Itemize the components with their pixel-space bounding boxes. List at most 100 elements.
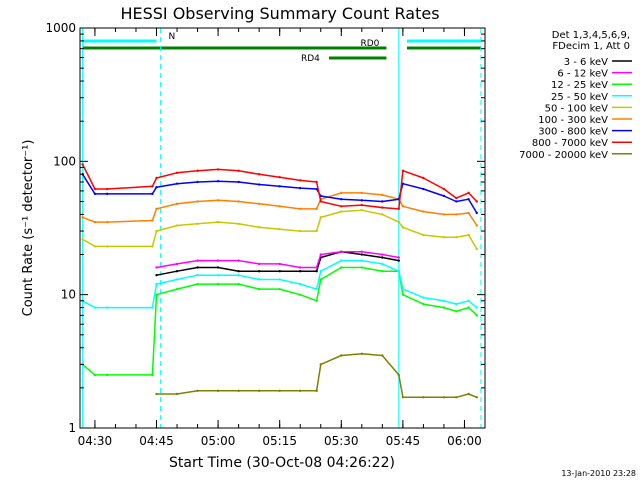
data-point	[340, 259, 343, 262]
data-point	[81, 238, 84, 241]
data-point	[257, 173, 261, 176]
legend-label: 50 - 100 keV	[545, 103, 609, 114]
legend-label: 300 - 800 keV	[538, 127, 608, 138]
y-tick-label: 100	[53, 154, 76, 168]
data-point	[455, 196, 458, 200]
legend-header: FDecim 1, Att 0	[552, 41, 630, 52]
data-point	[455, 235, 458, 239]
data-point	[93, 192, 97, 196]
data-point	[278, 227, 281, 231]
data-point	[151, 373, 154, 377]
data-point	[422, 233, 425, 237]
legend-label: 7000 - 20000 keV	[519, 150, 608, 161]
data-point	[340, 354, 343, 357]
data-point	[381, 253, 384, 256]
legend-label: 800 - 7000 keV	[532, 138, 608, 149]
data-point	[216, 168, 220, 171]
data-point	[442, 213, 446, 216]
y-tick-label: 1	[68, 421, 76, 435]
data-point	[299, 293, 302, 296]
data-point	[475, 200, 478, 203]
data-point	[422, 296, 425, 299]
data-point	[278, 269, 281, 273]
data-point	[216, 259, 220, 262]
data-point	[397, 256, 400, 259]
data-point	[475, 224, 478, 227]
data-point	[455, 310, 458, 313]
data-point	[360, 203, 364, 207]
legend-label: 6 - 12 keV	[557, 69, 608, 80]
data-point	[475, 306, 478, 309]
data-point	[401, 169, 405, 172]
data-point	[237, 389, 240, 393]
data-point	[196, 282, 199, 286]
data-point	[397, 373, 400, 377]
data-point	[442, 187, 446, 191]
data-point	[360, 199, 364, 202]
legend-label: 3 - 6 keV	[564, 57, 608, 68]
series-line	[156, 250, 399, 276]
data-point	[237, 282, 240, 286]
data-point	[315, 287, 318, 291]
data-point	[360, 250, 364, 253]
legend-label: 25 - 50 keV	[551, 92, 608, 103]
data-point	[381, 354, 384, 357]
data-point	[196, 266, 199, 269]
data-point	[278, 287, 281, 291]
legend-label: 12 - 25 keV	[551, 80, 608, 91]
data-point	[299, 179, 302, 182]
chart-title: HESSI Observing Summary Count Rates	[120, 4, 439, 23]
data-point	[175, 278, 179, 281]
state-change-lines	[82, 28, 482, 428]
data-point	[106, 220, 109, 224]
data-point	[299, 266, 302, 269]
data-point	[278, 185, 281, 188]
data-point	[237, 259, 240, 262]
series-line	[82, 259, 478, 309]
series-line	[82, 192, 478, 226]
data-point	[278, 278, 281, 281]
data-point	[237, 269, 240, 273]
data-point	[299, 186, 302, 190]
data-point	[455, 302, 458, 306]
data-point	[467, 191, 470, 195]
data-point	[93, 245, 97, 248]
data-point	[422, 396, 425, 399]
state-bar-label: N	[169, 32, 176, 42]
x-tick-label: 05:00	[201, 434, 236, 448]
data-point	[422, 176, 425, 180]
data-point	[319, 269, 322, 273]
data-point	[155, 229, 158, 233]
data-point	[360, 191, 364, 195]
data-point	[299, 282, 302, 286]
data-point	[319, 216, 322, 219]
data-point	[155, 293, 158, 296]
data-point	[422, 210, 425, 213]
data-point	[340, 210, 343, 213]
data-point	[175, 392, 179, 396]
data-point	[340, 197, 343, 201]
series-line	[156, 250, 399, 269]
data-point	[106, 187, 109, 191]
data-point	[319, 363, 322, 366]
x-tick-label: 06:00	[447, 434, 482, 448]
data-point	[422, 302, 425, 306]
data-point	[442, 235, 446, 239]
data-point	[106, 192, 109, 196]
data-point	[455, 213, 458, 216]
data-point	[257, 226, 261, 229]
data-point	[315, 229, 318, 233]
data-point	[155, 392, 158, 396]
data-point	[151, 185, 154, 188]
data-point	[257, 278, 261, 281]
data-point	[315, 266, 318, 269]
data-point	[381, 256, 384, 259]
data-point	[442, 306, 446, 309]
data-point	[299, 269, 302, 273]
state-bars: N RD0 RD4	[82, 32, 481, 64]
data-point	[315, 269, 318, 273]
y-tick-label: 1000	[45, 21, 76, 35]
data-point	[475, 211, 478, 215]
